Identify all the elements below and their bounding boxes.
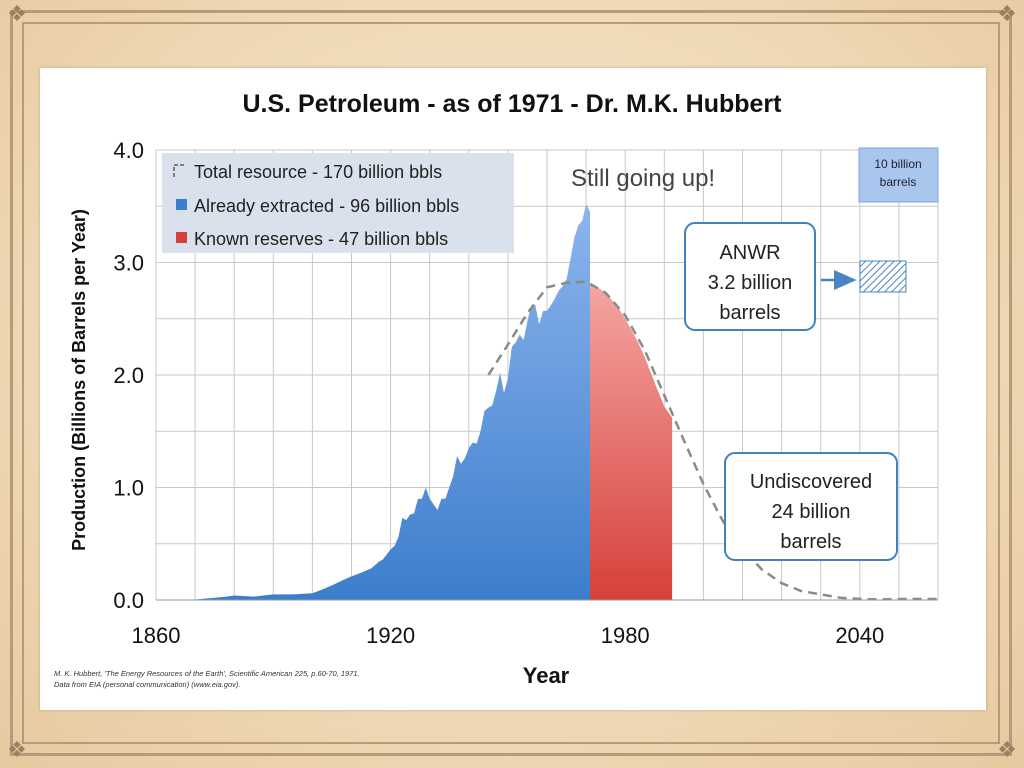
y-tick-label: 0.0	[113, 588, 144, 613]
undiscovered-line-3: barrels	[780, 531, 841, 553]
x-tick-label: 1860	[132, 623, 181, 648]
scale-box-line-1: 10 billion	[874, 157, 921, 171]
chart-panel: U.S. Petroleum - as of 1971 - Dr. M.K. H…	[40, 68, 986, 710]
red-square-icon	[176, 232, 187, 243]
area-already-extracted	[156, 204, 591, 600]
undiscovered-callout: Undiscovered 24 billion barrels	[724, 452, 898, 561]
anwr-line-3: barrels	[719, 302, 780, 324]
y-axis-title: Production (Billions of Barrels per Year…	[69, 209, 89, 551]
dashed-line-icon	[173, 164, 186, 177]
annotation-still-going-up: Still going up!	[571, 165, 715, 192]
chart-title: U.S. Petroleum - as of 1971 - Dr. M.K. H…	[242, 90, 782, 118]
legend: Total resource - 170 billion bbls Alread…	[162, 153, 514, 253]
corner-ornament-icon: ❖	[997, 738, 1017, 763]
blue-square-icon	[176, 199, 187, 210]
undiscovered-line-2: 24 billion	[772, 501, 851, 523]
petroleum-production-chart: U.S. Petroleum - as of 1971 - Dr. M.K. H…	[69, 90, 939, 688]
y-tick-label: 1.0	[113, 476, 144, 501]
legend-item-already-extracted: Already extracted - 96 billion bbls	[194, 196, 459, 216]
legend-box	[162, 153, 514, 253]
legend-item-known-reserves: Known reserves - 47 billion bbls	[194, 229, 448, 249]
corner-ornament-icon: ❖	[7, 2, 27, 27]
citation-line-1: M. K. Hubbert, 'The Energy Resources of …	[54, 669, 360, 678]
x-tick-label: 1920	[366, 623, 415, 648]
area-known-reserves	[590, 283, 673, 600]
line-total-resource	[487, 280, 938, 601]
scale-box-10-billion: 10 billion barrels	[858, 147, 939, 203]
corner-ornament-icon: ❖	[7, 738, 27, 763]
series-areas	[156, 204, 938, 601]
anwr-line-1: ANWR	[719, 242, 780, 264]
y-tick-label: 3.0	[113, 251, 144, 276]
x-tick-label: 2040	[835, 623, 884, 648]
anwr-hatched-box	[859, 260, 907, 293]
anwr-line-2: 3.2 billion	[708, 272, 793, 294]
scale-box-line-2: barrels	[880, 175, 917, 189]
x-tick-label: 1980	[601, 623, 650, 648]
undiscovered-line-1: Undiscovered	[750, 471, 872, 493]
anwr-callout: ANWR 3.2 billion barrels	[684, 222, 816, 331]
outer-frame	[10, 10, 1012, 756]
corner-ornament-icon: ❖	[997, 2, 1017, 27]
axes: 1860 1920 1980 2040 0.0 1.0 2.0 3.0 4.0	[113, 138, 938, 648]
citation: M. K. Hubbert, 'The Energy Resources of …	[54, 668, 474, 690]
legend-item-total-resource: Total resource - 170 billion bbls	[194, 162, 442, 182]
inner-frame	[22, 22, 1000, 744]
y-tick-label: 2.0	[113, 363, 144, 388]
citation-line-2: Data from EIA (personal communication) (…	[54, 680, 241, 689]
x-axis-title: Year	[523, 663, 570, 688]
y-tick-label: 4.0	[113, 138, 144, 163]
